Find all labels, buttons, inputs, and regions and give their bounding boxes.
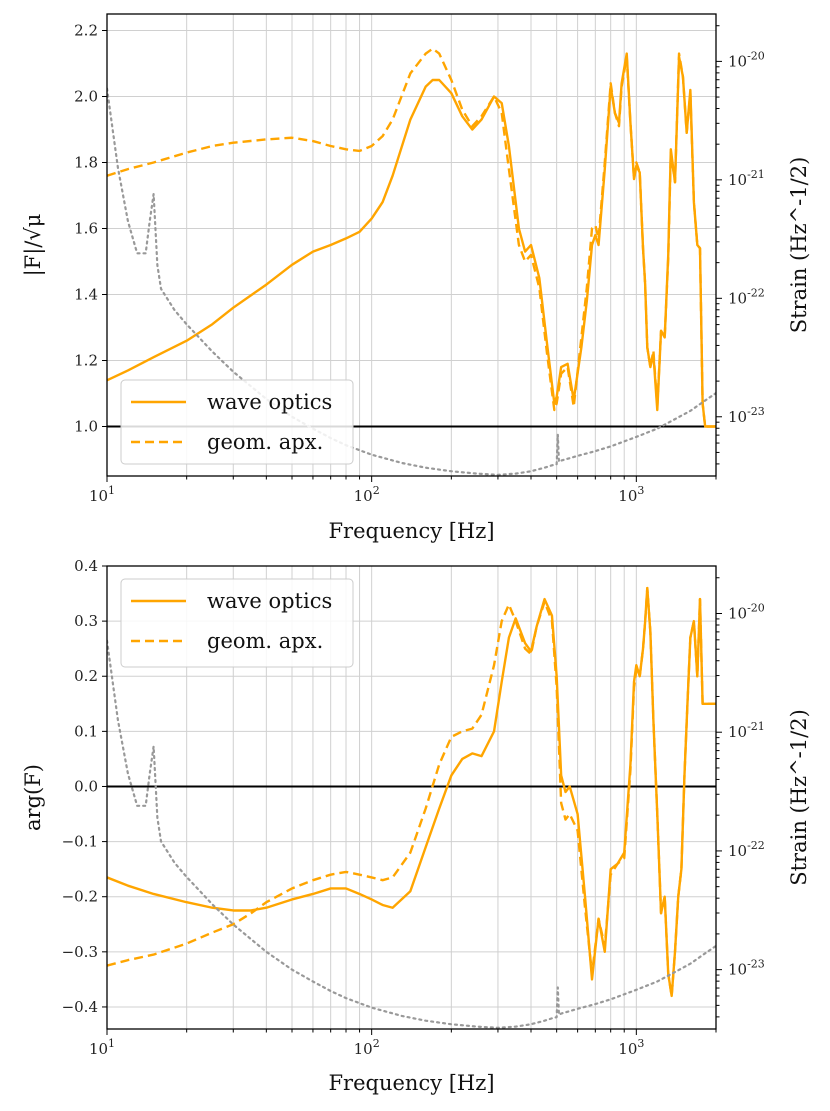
x-axis-label: Frequency [Hz] [328, 1071, 494, 1095]
series-line-dashed [107, 586, 716, 998]
x-tick-label: 102 [354, 1037, 380, 1058]
y-tick-label: 1.2 [74, 352, 98, 370]
plot-frame [106, 565, 717, 1030]
strain-tick-exponent: -22 [747, 839, 765, 852]
strain-tick-exponent: -22 [747, 286, 765, 299]
x-tick-exponent: 1 [108, 484, 115, 497]
strain-tick-base: 10 [728, 604, 747, 622]
x-tick-exponent: 3 [637, 484, 644, 497]
x-tick-base: 10 [354, 487, 373, 505]
strain-tick-base: 10 [728, 171, 747, 189]
legend-label: wave optics [207, 390, 332, 414]
strain-tick-label: 10-20 [728, 49, 765, 70]
strain-tick-base: 10 [728, 723, 747, 741]
strain-tick-label: 10-23 [728, 405, 765, 426]
y-tick-label: −0.1 [62, 833, 98, 851]
y-tick-label: −0.4 [62, 998, 98, 1016]
x-tick-exponent: 2 [373, 484, 380, 497]
y-tick-label: −0.2 [62, 888, 98, 906]
y-tick-label: 0.1 [74, 722, 98, 740]
legend: wave optics geom. apx. [120, 578, 354, 668]
x-tick-base: 10 [354, 1040, 373, 1058]
strain-tick-exponent: -23 [747, 958, 765, 971]
series-line-dashed [107, 47, 716, 428]
y-tick-label: 1.0 [74, 418, 98, 436]
strain-tick-base: 10 [728, 961, 747, 979]
y-axis-label: arg(F) [21, 764, 45, 831]
x-tick-label: 103 [618, 484, 644, 505]
y-tick-label: 2.2 [74, 22, 98, 40]
x-tick-base: 10 [618, 487, 637, 505]
strain-tick-exponent: -21 [747, 720, 765, 733]
series-line-solid [107, 586, 716, 998]
legend-label: geom. apx. [207, 629, 323, 653]
x-axis-label: Frequency [Hz] [328, 519, 494, 543]
x-tick-exponent: 2 [373, 1037, 380, 1050]
y-tick-label: 0.2 [74, 667, 98, 685]
series-group [107, 586, 716, 1029]
strain-tick-exponent: -20 [747, 601, 765, 614]
x-tick-base: 10 [89, 1040, 108, 1058]
strain-tick-label: 10-22 [728, 839, 765, 860]
legend: wave optics geom. apx. [120, 379, 354, 465]
y-tick-label: 0.0 [74, 777, 98, 795]
y-axis-label: |F|/√μ [21, 214, 46, 277]
strain-tick-base: 10 [728, 408, 747, 426]
y-tick-label: 0.3 [74, 612, 98, 630]
strain-tick-base: 10 [728, 52, 747, 70]
x-tick-exponent: 1 [108, 1037, 115, 1050]
strain-tick-label: 10-22 [728, 286, 765, 307]
series-line-dotted [107, 87, 716, 476]
y-tick-label: 1.4 [74, 286, 98, 304]
x-tick-label: 102 [354, 484, 380, 505]
x-tick-label: 101 [89, 484, 115, 505]
series-line-dotted [107, 639, 716, 1029]
strain-tick-base: 10 [728, 842, 747, 860]
strain-tick-label: 10-23 [728, 958, 765, 979]
series-group [107, 47, 716, 476]
x-tick-exponent: 3 [637, 1037, 644, 1050]
strain-tick-label: 10-20 [728, 601, 765, 622]
right-axis-label: Strain (Hz^-1/2) [787, 709, 811, 886]
y-tick-label: 1.6 [74, 220, 98, 238]
plot-frame [106, 13, 717, 477]
x-tick-base: 10 [618, 1040, 637, 1058]
y-tick-label: 2.0 [74, 88, 98, 106]
y-tick-label: 0.4 [74, 557, 98, 575]
x-tick-label: 103 [618, 1037, 644, 1058]
x-tick-base: 10 [89, 487, 108, 505]
strain-tick-exponent: -21 [747, 168, 765, 181]
y-tick-label: 1.8 [74, 154, 98, 172]
strain-tick-label: 10-21 [728, 168, 765, 189]
legend-label: geom. apx. [207, 430, 323, 454]
legend-label: wave optics [207, 589, 332, 613]
y-tick-label: −0.3 [62, 943, 98, 961]
strain-tick-exponent: -20 [747, 49, 765, 62]
strain-tick-label: 10-21 [728, 720, 765, 741]
strain-tick-exponent: -23 [747, 405, 765, 418]
right-axis-label: Strain (Hz^-1/2) [787, 157, 811, 334]
strain-tick-base: 10 [728, 289, 747, 307]
x-tick-label: 101 [89, 1037, 115, 1058]
